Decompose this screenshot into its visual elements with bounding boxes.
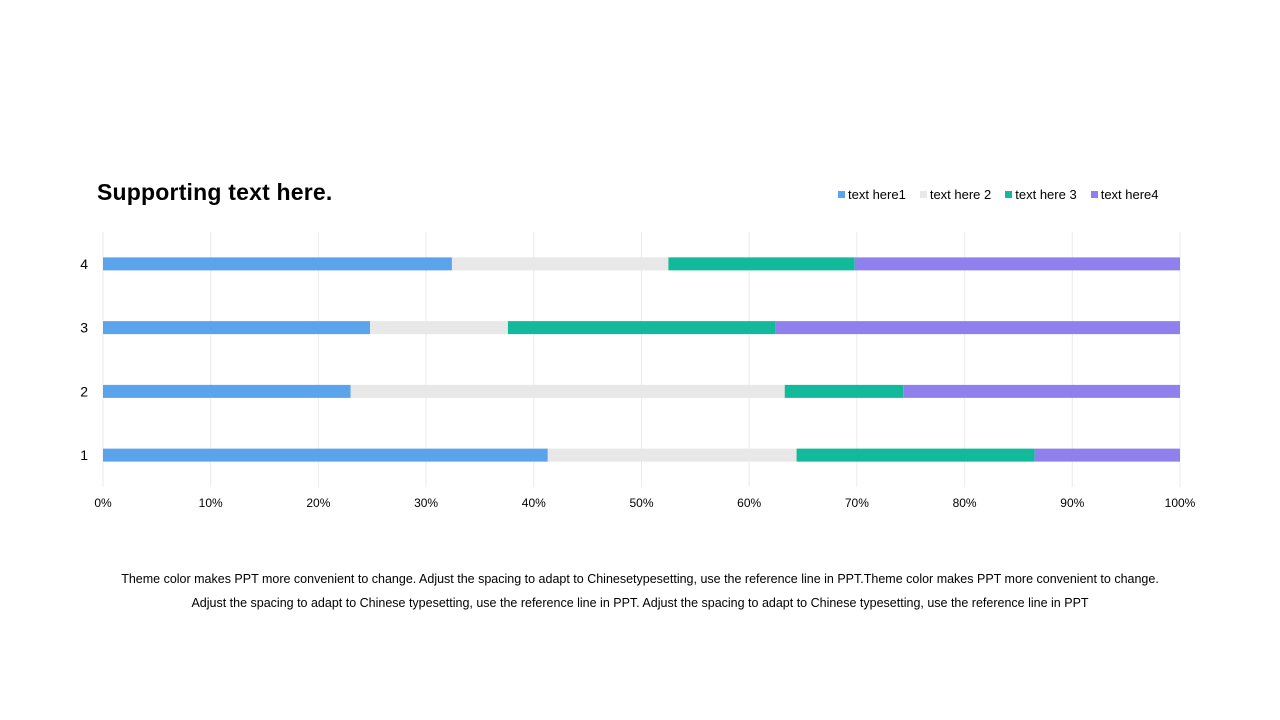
bar-segment [507,321,776,335]
x-tick-label: 0% [94,496,112,510]
y-category-label: 1 [80,447,88,463]
bar-segment [854,257,1180,271]
bar-segment [350,384,785,398]
legend-item-series-2: text here 2 [919,187,992,202]
x-tick-label: 40% [522,496,546,510]
legend-swatch-series-1 [838,191,845,198]
x-tick-label: 60% [737,496,761,510]
y-category-label: 3 [80,320,88,336]
bar-segment [796,448,1035,462]
x-tick-label: 100% [1165,496,1196,510]
legend-label-series-3: text here 3 [1015,187,1077,202]
x-tick-label: 90% [1060,496,1084,510]
bar-segment [1034,448,1180,462]
legend-item-series-4: text here4 [1090,187,1159,202]
paragraph-line-1: Theme color makes PPT more convenient to… [121,572,1159,586]
legend-swatch-series-4 [1090,191,1098,198]
x-tick-label: 10% [199,496,223,510]
chart-legend: text here1 text here 2 text here 3 text … [838,187,1159,202]
y-category-label: 2 [80,383,88,399]
y-category-label: 4 [80,256,88,272]
paragraph-line-2: Adjust the spacing to adapt to Chinese t… [191,596,1089,610]
bar-segment [103,257,452,271]
legend-label-series-4: text here4 [1100,187,1159,202]
legend-item-series-1: text here1 [838,187,906,202]
legend-swatch-series-2 [919,191,927,198]
bar-segment [547,448,797,462]
bar-segment [775,321,1180,335]
bar-segment [451,257,669,271]
x-tick-label: 30% [414,496,438,510]
x-tick-label: 80% [953,496,977,510]
bar-segment [668,257,855,271]
bar-segment [103,448,548,462]
legend-label-series-1: text here1 [848,187,906,202]
bar-segment [784,384,904,398]
chart-title: Supporting text here. [97,179,333,205]
bar-segment [903,384,1180,398]
supporting-paragraph: Theme color makes PPT more convenient to… [60,567,1220,615]
legend-label-series-2: text here 2 [929,187,992,202]
x-tick-label: 50% [629,496,653,510]
legend-swatch-series-3 [1005,191,1013,198]
x-tick-label: 20% [306,496,330,510]
bar-segment [103,321,371,335]
x-tick-label: 70% [845,496,869,510]
bar-segment [103,384,351,398]
legend-item-series-3: text here 3 [1005,187,1077,202]
bar-segment [370,321,508,335]
